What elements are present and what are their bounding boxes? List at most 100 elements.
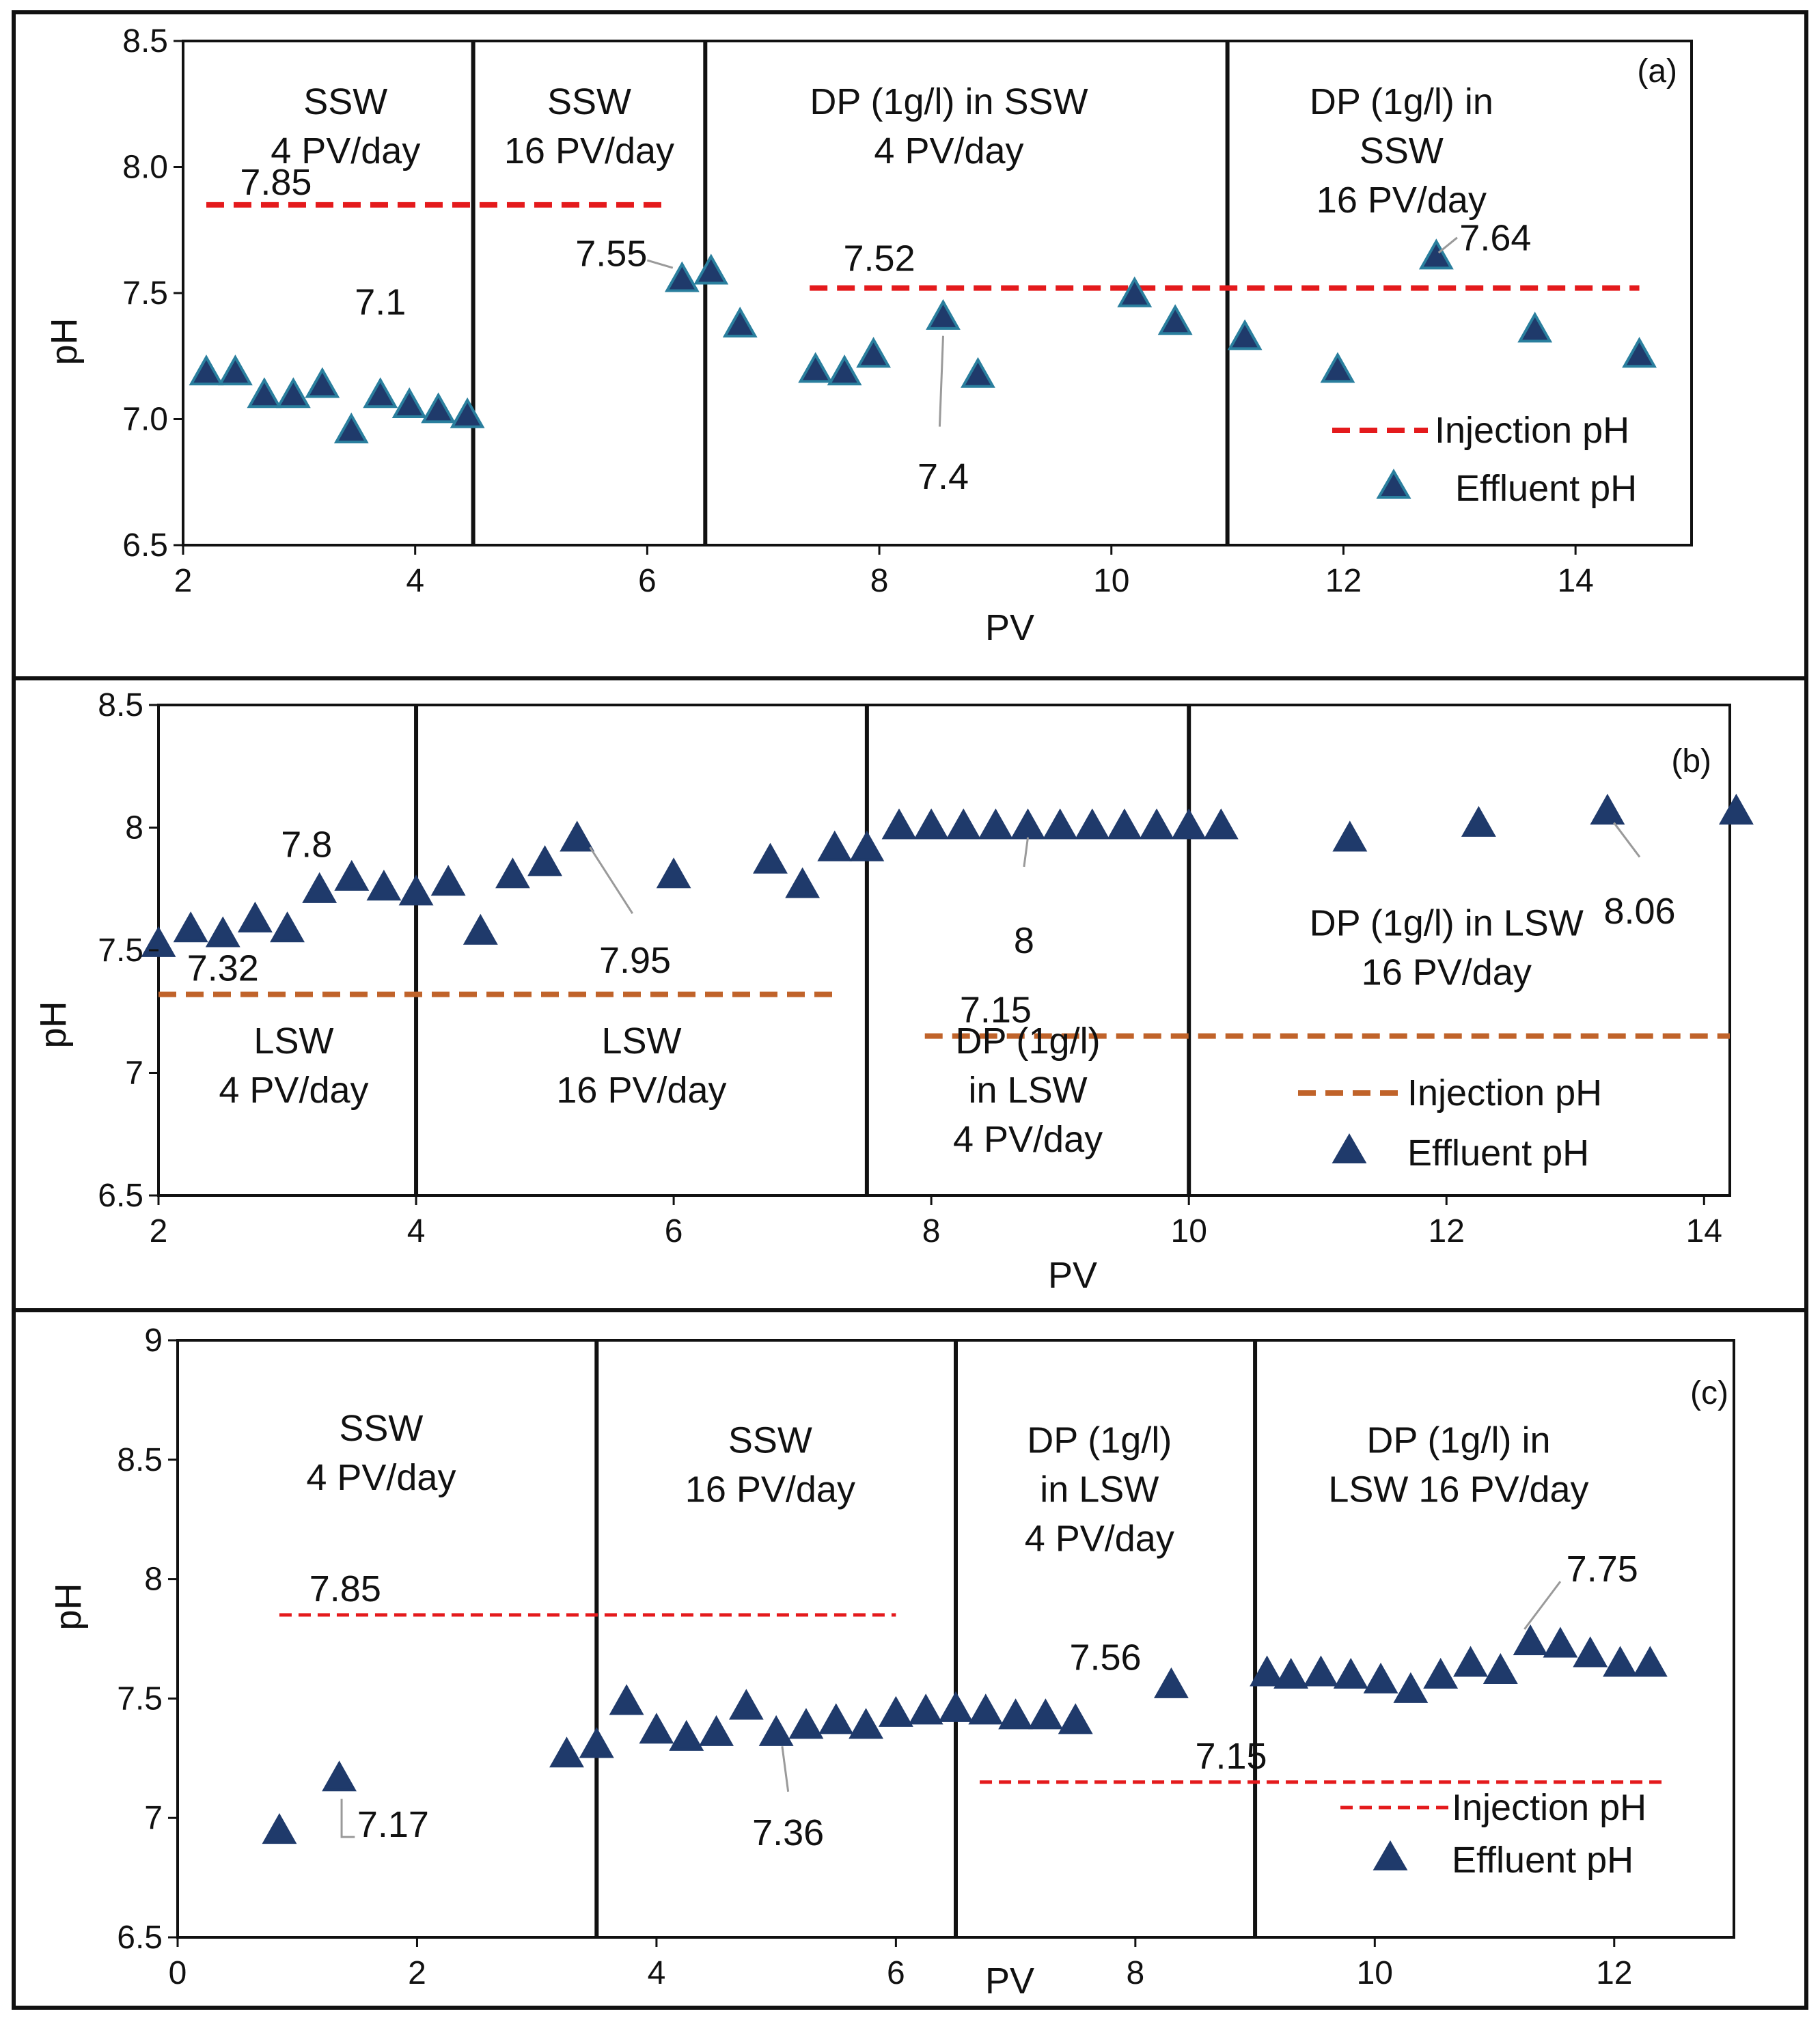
panel-c-effluent-point — [968, 1693, 1004, 1725]
panel-a-annotation-label: 7.64 — [1459, 217, 1531, 258]
panel-a-effluent-point — [961, 357, 995, 388]
panel-a-x-tick-label: 2 — [174, 563, 193, 599]
panel-a-y-tick-label: 7.5 — [122, 275, 168, 312]
panel-b-x-tick-label: 2 — [150, 1213, 168, 1249]
panel-c-effluent-point — [699, 1715, 734, 1746]
panel-b-legend-effluent-label: Effluent pH — [1407, 1133, 1589, 1174]
panel-c-effluent-point — [1603, 1646, 1638, 1677]
panel-c-x-tick-label: 6 — [887, 1955, 905, 1991]
panel-a-effluent-point — [363, 377, 398, 409]
panel-a-region-label: DP (1g/l) in — [1310, 81, 1493, 122]
panel-c-y-tick-label: 8.5 — [117, 1442, 163, 1478]
panel-b-x-tick-label: 8 — [922, 1213, 941, 1249]
panel-b-effluent-point — [366, 870, 402, 901]
panel-b-annotation-label: 8.06 — [1603, 891, 1675, 932]
panel-b-y-axis-title: pH — [33, 1001, 74, 1048]
panel-a-effluent-point — [391, 387, 427, 419]
panel-b-x-tick-label: 4 — [407, 1213, 426, 1249]
panel-a-region-label: 16 PV/day — [504, 130, 674, 171]
panel-a-region-label: 16 PV/day — [1316, 180, 1487, 221]
panel-a-region-label: 4 PV/day — [271, 130, 420, 171]
panel-c-legend-effluent-marker — [1373, 1840, 1408, 1870]
panel-b-region-label: DP (1g/l) in LSW — [1310, 902, 1584, 943]
panel-b-y-tick-label: 8.5 — [98, 687, 143, 723]
panel-c-legend-injection-label: Injection pH — [1452, 1787, 1646, 1828]
panel-c-effluent-point — [1153, 1667, 1189, 1698]
panel-a-legend-effluent-label: Effluent pH — [1455, 468, 1637, 509]
panel-a-x-tick-label: 12 — [1325, 563, 1362, 599]
panel-a-x-tick-label: 8 — [870, 563, 889, 599]
panel-c-annotation-leader — [340, 1799, 355, 1838]
panel-c-x-tick-label: 4 — [648, 1955, 666, 1991]
panel-b-effluent-point — [430, 864, 466, 896]
panel-b-annotation-label: 7.8 — [281, 825, 332, 866]
panel-b-region-label: in LSW — [969, 1070, 1088, 1111]
panel-b-effluent-point — [1203, 808, 1239, 840]
panel-a-effluent-point — [189, 355, 224, 386]
panel-a-effluent-point — [693, 253, 729, 285]
panel-b-effluent-point — [1171, 808, 1207, 840]
panel-c-effluent-point — [262, 1813, 297, 1844]
panel-a-effluent-point — [305, 367, 340, 398]
panel-b-y-tick-label: 7 — [125, 1055, 143, 1092]
panel-c-y-tick-label: 7.5 — [117, 1680, 163, 1717]
panel-c-region-label: SSW — [728, 1420, 812, 1461]
panel-b-effluent-point — [302, 872, 337, 903]
panel-a-effluent-point — [421, 392, 456, 424]
panel-c-effluent-point — [1393, 1672, 1429, 1703]
panel-b-effluent-point — [1075, 808, 1110, 840]
panel-b-effluent-point — [334, 859, 370, 891]
panel-c-annotation-label: 7.85 — [309, 1568, 381, 1609]
panel-c-region-label: SSW — [339, 1408, 423, 1449]
panel-b-effluent-point — [1332, 820, 1368, 852]
panel-c-legend-effluent-label: Effluent pH — [1452, 1840, 1633, 1881]
panel-c-annotation-leader — [1523, 1581, 1562, 1630]
panel-c-y-tick-label: 9 — [144, 1323, 163, 1359]
panel-a-effluent-point — [333, 412, 369, 443]
panel-a-effluent-point — [275, 377, 311, 409]
panel-c-region-label: LSW 16 PV/day — [1328, 1469, 1588, 1510]
panel-c-x-tick-label: 2 — [408, 1955, 426, 1991]
panel-b-effluent-point — [173, 911, 208, 943]
panel-c-effluent-point — [788, 1708, 824, 1739]
panel-b-effluent-point — [495, 857, 530, 889]
panel-b-legend-effluent-marker — [1332, 1133, 1367, 1163]
panel-c-effluent-point — [1483, 1652, 1518, 1684]
panel-b-annotation-label: 7.15 — [960, 990, 1032, 1031]
panel-b-x-tick-label: 12 — [1429, 1213, 1465, 1249]
panel-a-x-tick-label: 6 — [638, 563, 657, 599]
panel-c-effluent-point — [549, 1737, 584, 1768]
panel-c-effluent-point — [1363, 1662, 1398, 1693]
panel-c-effluent-point — [818, 1703, 854, 1734]
panel-c-effluent-point — [1632, 1646, 1668, 1677]
panel-a-effluent-point — [450, 397, 485, 428]
panel-b-effluent-point — [1719, 793, 1754, 825]
panel-b-region-label: LSW — [601, 1021, 681, 1062]
panel-a-effluent-point — [247, 377, 282, 409]
panel-a-effluent-point — [827, 355, 862, 386]
panel-c-effluent-point — [1423, 1657, 1459, 1689]
panel-b-effluent-point — [785, 867, 821, 898]
panel-a-region-label: SSW — [1360, 130, 1444, 171]
panel-b-effluent-point — [527, 845, 562, 876]
panel-c-y-tick-label: 7 — [144, 1800, 163, 1836]
panel-b-legend: Injection pH Effluent pH — [1298, 1073, 1602, 1174]
panel-a-tag: (a) — [1637, 53, 1677, 89]
panel-a-y-tick-label: 8.5 — [122, 23, 168, 59]
panel-b-effluent-point — [946, 808, 981, 840]
panel-a-y-tick-label: 8.0 — [122, 150, 168, 186]
panel-b-effluent-point — [817, 830, 853, 861]
panel-c-annotation-label: 7.56 — [1069, 1637, 1141, 1678]
panel-a-region-label: SSW — [303, 81, 387, 122]
panel-c-region-label: 4 PV/day — [1025, 1518, 1174, 1559]
panel-b-effluent-point — [753, 842, 788, 874]
panel-c-x-tick-label: 12 — [1596, 1955, 1632, 1991]
panel-c-effluent-point — [1028, 1698, 1063, 1730]
panel-c-legend: Injection pH Effluent pH — [1340, 1787, 1646, 1881]
panel-a-legend-injection-label: Injection pH — [1435, 410, 1629, 451]
chart-panel-a: 7.85 7.1 7.55 7.52 7.4 7.64 2 4 6 8 10 12 14 6.5 7.0 7… — [12, 10, 1808, 680]
panel-c-effluent-point — [938, 1691, 974, 1722]
panel-c-effluent-point — [878, 1696, 913, 1727]
panel-b-effluent-point — [560, 820, 595, 852]
panel-b-effluent-point — [978, 808, 1013, 840]
